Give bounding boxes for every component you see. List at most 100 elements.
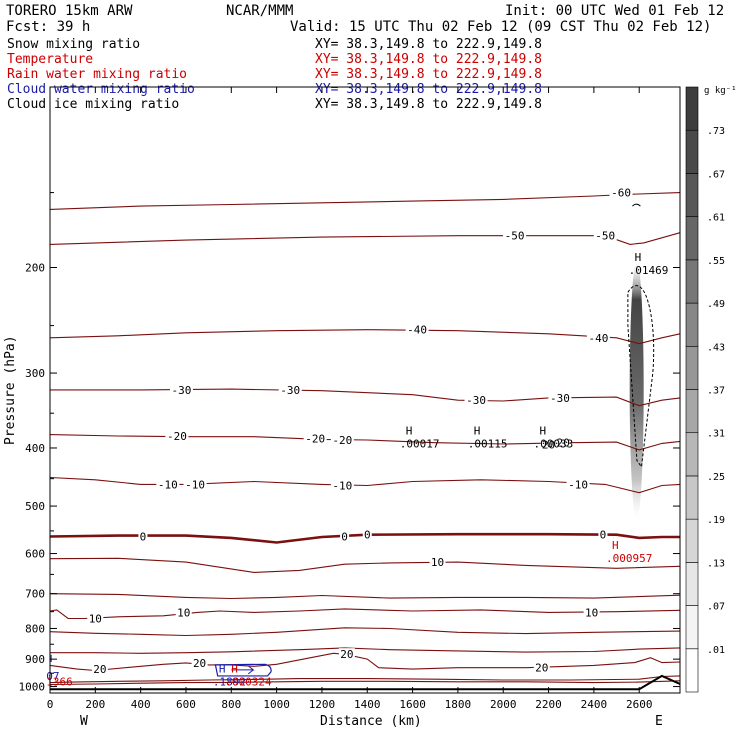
colorbar: .01 .07 .13 .19 .25 .31 .37 .43 .49 .55 .61 .67 .73: [685, 86, 725, 693]
isotherm-label-bg: [183, 478, 207, 490]
maximum-value-label: .000957: [606, 552, 652, 565]
x-tick-label: 1200: [309, 698, 336, 711]
y-tick-label: 900: [25, 653, 45, 666]
colorbar-level-label: .73: [707, 126, 725, 137]
colorbar-swatch: [685, 562, 699, 606]
isotherm-label-bg: [586, 331, 610, 343]
center-title: NCAR/MMM: [226, 3, 293, 19]
isotherm-label-bg: [175, 606, 192, 618]
isotherm-line: [49, 192, 681, 210]
maximum-h-marker: H: [474, 425, 481, 438]
field-xy-range: XY= 38.3,149.8 to 222.9,149.8: [315, 82, 542, 97]
x-tick-label: 1400: [354, 698, 381, 711]
colorbar-level-label: .19: [707, 515, 725, 526]
y-tick-label: 800: [25, 622, 45, 635]
isotherm-label: -40: [588, 332, 608, 345]
colorbar-swatch: [685, 173, 699, 217]
isotherm-line: [49, 627, 681, 637]
field-label: Cloud water mixing ratio: [7, 82, 195, 97]
isotherm-label-bg: [278, 383, 302, 395]
field-xy-range: XY= 38.3,149.8 to 222.9,149.8: [315, 52, 542, 67]
isotherm-label-bg: [169, 383, 193, 395]
isotherm-label-bg: [583, 606, 600, 618]
isotherm-label: 20: [542, 439, 555, 452]
isotherm-label: 0: [364, 529, 371, 542]
colorbar-swatch: [685, 432, 699, 477]
isotherm-label-bg: [548, 436, 572, 448]
y-tick-label: 500: [25, 500, 45, 513]
init-time: Init: 00 UTC Wed 01 Feb 12: [505, 3, 724, 19]
isotherm-line: [49, 557, 681, 573]
mixing-ratio-contours: [50, 203, 655, 677]
isotherm-label-bg: [405, 323, 429, 335]
colorbar-level-label: .31: [707, 429, 725, 440]
colorbar-level-label: .25: [707, 472, 725, 483]
colorbar-level-label: .43: [707, 342, 725, 353]
x-tick-label: 600: [176, 698, 196, 711]
maxima-markers: H.01469H.00017H.00115H.00033H.000957H.18…: [46, 251, 668, 689]
colorbar-level-label: .13: [707, 558, 725, 569]
isotherm-label-bg: [540, 438, 557, 450]
cloud-water-arrow: [231, 665, 255, 675]
model-title: TORERO 15km ARW: [6, 3, 133, 19]
x-tick-label: 800: [221, 698, 241, 711]
isotherm-label-bg: [338, 648, 355, 660]
x-tick-label: 1600: [399, 698, 426, 711]
x-tick-label: 0: [47, 698, 54, 711]
maximum-value-label: .00115: [468, 438, 508, 451]
y-tick-label: 1000: [19, 681, 46, 694]
cloud-ice-contour: [632, 203, 641, 207]
isotherm-label: 20: [535, 662, 548, 675]
snow-maximum-shade: [629, 260, 644, 519]
isotherm-label: -20: [305, 433, 325, 446]
isotherm-line: [49, 434, 681, 451]
isotherm-label: -50: [505, 230, 525, 243]
field-xy-range: XY= 38.3,149.8 to 222.9,149.8: [315, 67, 542, 82]
field-label: Temperature: [7, 52, 93, 67]
maximum-h-marker: H: [539, 425, 546, 438]
isotherm-label: 10: [585, 606, 598, 619]
isotherm-label: 20: [93, 663, 106, 676]
colorbar-level-label: .67: [707, 169, 725, 180]
isotherm-label: -10: [185, 478, 205, 491]
maximum-value-label: .01469: [629, 264, 669, 277]
isotherm-label-bg: [340, 530, 350, 542]
isotherm-label-bg: [87, 612, 104, 624]
y-tick-label: 200: [25, 261, 45, 274]
isotherm-label-bg: [533, 661, 550, 673]
isotherm-label-bg: [464, 394, 488, 406]
maximum-h-marker: H: [219, 663, 226, 676]
colorbar-level-label: .55: [707, 256, 725, 267]
isotherm-label-bg: [503, 229, 527, 241]
maximum-value-label: .00017: [400, 438, 440, 451]
isotherm-line: [49, 652, 681, 672]
colorbar-level-label: .37: [707, 386, 725, 397]
colorbar-swatch: [685, 302, 699, 347]
isotherm-label: 20: [340, 648, 353, 661]
colorbar-swatch: [685, 389, 699, 434]
valid-time: Valid: 15 UTC Thu 02 Feb 12 (09 CST Thu …: [290, 19, 711, 35]
isotherm-label: -20: [332, 434, 352, 447]
isotherm-label: -60: [611, 187, 631, 200]
isotherm-label-bg: [165, 429, 189, 441]
isotherm-label-bg: [429, 556, 446, 568]
snow-mixing-ratio-shading: [629, 260, 644, 519]
plot-frame: [49, 86, 681, 694]
isotherm-label-bg: [138, 530, 148, 542]
colorbar-swatch: [685, 345, 699, 390]
colorbar-swatch: [685, 518, 699, 563]
isotherm-label-bg: [593, 229, 617, 241]
y-axis-label: Pressure (hPa): [3, 335, 18, 445]
y-tick-label: 600: [25, 548, 45, 561]
isotherm-label: 10: [89, 613, 102, 626]
isotherm-label: 20: [193, 657, 206, 670]
isotherm-label: -10: [568, 478, 588, 491]
colorbar-swatch: [685, 86, 699, 131]
colorbar-level-label: .07: [707, 602, 725, 613]
colorbar-swatch: [685, 475, 699, 520]
isotherm-label: -30: [550, 392, 570, 405]
x-tick-label: 200: [85, 698, 105, 711]
isotherm-line: [50, 388, 681, 407]
isotherm-line: [49, 329, 681, 345]
colorbar-level-label: .01: [707, 645, 725, 656]
